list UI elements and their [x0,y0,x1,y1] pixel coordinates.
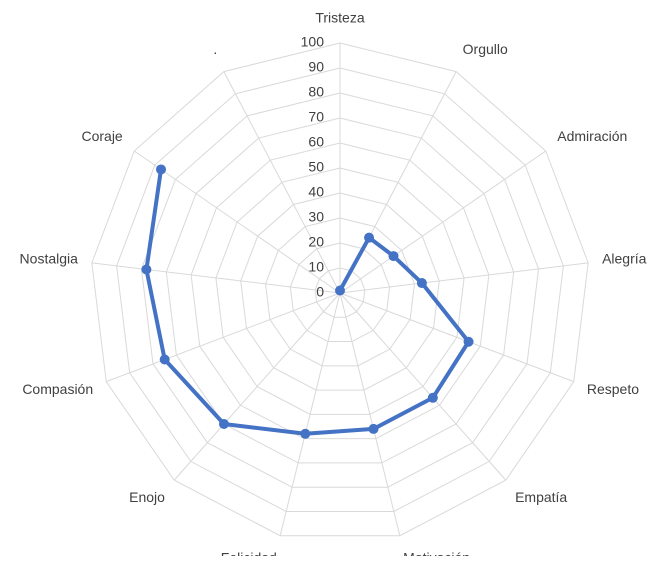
r-tick-label: 90 [308,59,324,75]
category-label: . [213,41,217,57]
grid-ring [240,192,440,391]
r-tick-label: 20 [308,234,324,250]
data-point [335,285,345,296]
data-point [141,264,152,275]
spoke [339,292,507,481]
data-point [368,423,379,434]
r-tick-label: 40 [308,184,324,200]
r-tick-label: 60 [308,134,324,150]
category-label: Orgullo [463,41,508,57]
data-point [156,164,167,175]
grid-ring [215,167,465,415]
spoke [133,150,341,294]
grid-ring [265,217,415,367]
category-label: Respeto [587,381,639,397]
data-point [416,278,427,289]
spoke [106,292,341,383]
category-label: Motivación [403,550,470,556]
series-line [144,169,471,436]
category-label: Enojo [129,489,165,505]
r-tick-label: 100 [301,34,325,50]
r-tick-label: 10 [308,259,324,275]
category-label: Tristeza [315,10,364,26]
spoke [339,292,401,536]
category-label: Compasión [22,381,93,397]
grid-ring [165,117,515,464]
data-point [388,251,399,262]
category-label: Coraje [81,128,122,144]
grid-ring [91,42,589,537]
grid-ring [289,242,391,343]
data-point [300,428,311,439]
spoke [91,262,341,294]
data-point [427,392,438,403]
data-point [364,232,375,243]
grid-ring [116,67,564,512]
category-label: Felicidad [221,550,277,556]
category-label: Empatía [515,489,567,505]
r-tick-label: 50 [308,159,324,175]
spoke [339,292,574,383]
data-point [463,336,474,347]
spoke [279,292,341,536]
data-point [218,418,229,429]
spoke [339,262,589,294]
data-point [159,354,170,365]
r-tick-label: 30 [308,209,324,225]
grid-ring [314,267,366,318]
r-tick-label: 80 [308,84,324,100]
category-label: Nostalgia [20,251,79,267]
spoke [339,150,547,294]
grid-ring [140,92,540,488]
r-tick-label: 70 [308,109,324,125]
grid-ring [190,142,490,440]
category-label: Alegría [602,251,647,267]
spoke [173,292,341,481]
r-tick-label: 0 [316,284,324,300]
category-label: Admiración [557,128,627,144]
spoke [223,71,341,294]
